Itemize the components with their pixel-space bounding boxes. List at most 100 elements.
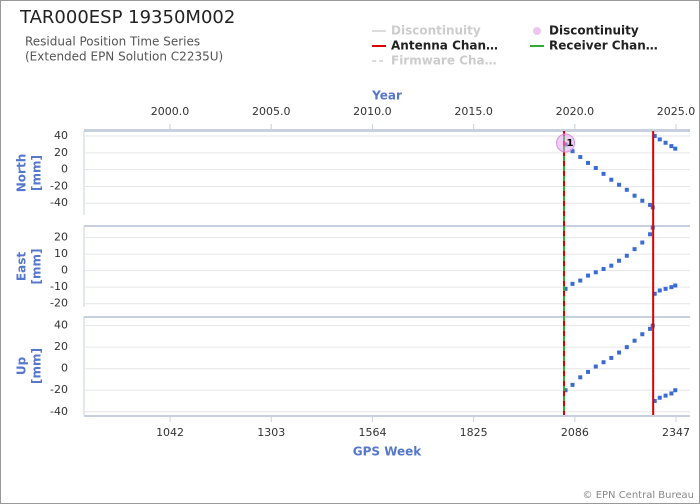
top-tick-label: 2025.0 [657, 105, 696, 118]
data-point [669, 144, 674, 149]
y-tick-label: 40 [54, 129, 68, 142]
x-axis-title: GPS Week [353, 445, 423, 459]
y-tick-label: -20 [50, 383, 68, 396]
data-point [593, 270, 598, 275]
y-axis-title-unit: [mm] [30, 249, 44, 285]
footer: © EPN Central Bureau [583, 490, 694, 501]
data-point [593, 165, 598, 170]
data-point [663, 286, 668, 291]
legend-label: Receiver Chan… [549, 39, 658, 53]
data-point [652, 134, 657, 139]
y-axis-title-name: North [15, 154, 29, 192]
data-point [609, 263, 614, 268]
y-axis-title: East [mm] [15, 249, 44, 285]
data-point [648, 202, 653, 207]
data-point [578, 155, 583, 160]
data-point [593, 364, 598, 369]
data-point [669, 285, 674, 290]
data-point [657, 288, 662, 293]
data-point [648, 232, 653, 237]
data-point [640, 332, 645, 337]
y-tick-label: 40 [54, 319, 68, 332]
data-point [586, 273, 591, 278]
legend-label: Discontinuity [549, 24, 639, 38]
y-tick-label: 0 [61, 163, 68, 176]
data-point [624, 253, 629, 258]
y-tick-label: 20 [54, 146, 68, 159]
top-tick-label: 2015.0 [454, 105, 493, 118]
data-point [563, 286, 568, 291]
discontinuity-label: 1 [567, 138, 574, 149]
x-tick-label: 1042 [156, 426, 184, 439]
data-point [663, 140, 668, 145]
data-point [669, 391, 674, 396]
x-tick-label: 2086 [561, 426, 589, 439]
x-tick-label: 1564 [358, 426, 386, 439]
data-point [609, 177, 614, 182]
data-point [617, 350, 622, 355]
data-point [640, 198, 645, 203]
top-tick-label: 2020.0 [556, 105, 595, 118]
y-axis-title: North [mm] [15, 154, 44, 192]
y-tick-label: -40 [50, 405, 68, 418]
data-point [617, 258, 622, 263]
y-tick-label: -10 [50, 280, 68, 293]
subtitle: (Extended EPN Solution C2235U) [25, 50, 223, 64]
data-point [648, 326, 653, 331]
y-tick-label: 0 [61, 362, 68, 375]
y-axis-title-name: Up [15, 356, 29, 375]
y-tick-label: 20 [54, 231, 68, 244]
y-tick-label: 0 [61, 264, 68, 277]
y-axis-title-unit: [mm] [30, 155, 44, 191]
data-point [632, 193, 637, 198]
data-point [673, 283, 678, 288]
data-point [601, 266, 606, 271]
data-point [586, 369, 591, 374]
data-point [563, 388, 568, 393]
top-tick-label: 2010.0 [353, 105, 392, 118]
x-tick-label: 1303 [257, 426, 285, 439]
data-point [652, 399, 657, 403]
x-tick-label: 2347 [662, 426, 690, 439]
legend-label: Discontinuity [391, 24, 481, 38]
data-point [632, 247, 637, 252]
data-point [624, 187, 629, 192]
data-point [640, 240, 645, 245]
data-point [652, 291, 657, 296]
data-point [673, 388, 678, 393]
top-axis-title: Year [371, 89, 402, 103]
data-point [673, 146, 678, 151]
data-point [663, 393, 668, 398]
data-point [657, 395, 662, 400]
x-tick-label: 1825 [460, 426, 488, 439]
legend-label: Firmware Cha… [391, 54, 497, 68]
data-point [657, 137, 662, 142]
data-point [570, 149, 575, 154]
y-axis-title: Up [mm] [15, 348, 44, 384]
data-point [586, 160, 591, 165]
top-tick-label: 2000.0 [151, 105, 190, 118]
discontinuity [556, 133, 576, 153]
data-point [617, 182, 622, 187]
data-point [632, 338, 637, 343]
subtitle: Residual Position Time Series [25, 35, 200, 49]
y-tick-label: 20 [54, 340, 68, 353]
data-point [570, 382, 575, 387]
top-tick-label: 2005.0 [252, 105, 291, 118]
y-tick-label: 10 [54, 247, 68, 260]
data-point [578, 375, 583, 380]
y-axis-title-name: East [15, 252, 29, 281]
data-point [624, 345, 629, 350]
data-point [570, 281, 575, 286]
chart-title: TAR000ESP 19350M002 [19, 7, 235, 28]
y-tick-label: -20 [50, 297, 68, 310]
data-point [601, 171, 606, 176]
data-point [609, 355, 614, 360]
y-axis-title-unit: [mm] [30, 348, 44, 384]
legend-label: Antenna Chan… [391, 39, 498, 53]
y-tick-label: -40 [50, 196, 68, 209]
data-point [601, 360, 606, 365]
y-tick-label: -20 [50, 179, 68, 192]
